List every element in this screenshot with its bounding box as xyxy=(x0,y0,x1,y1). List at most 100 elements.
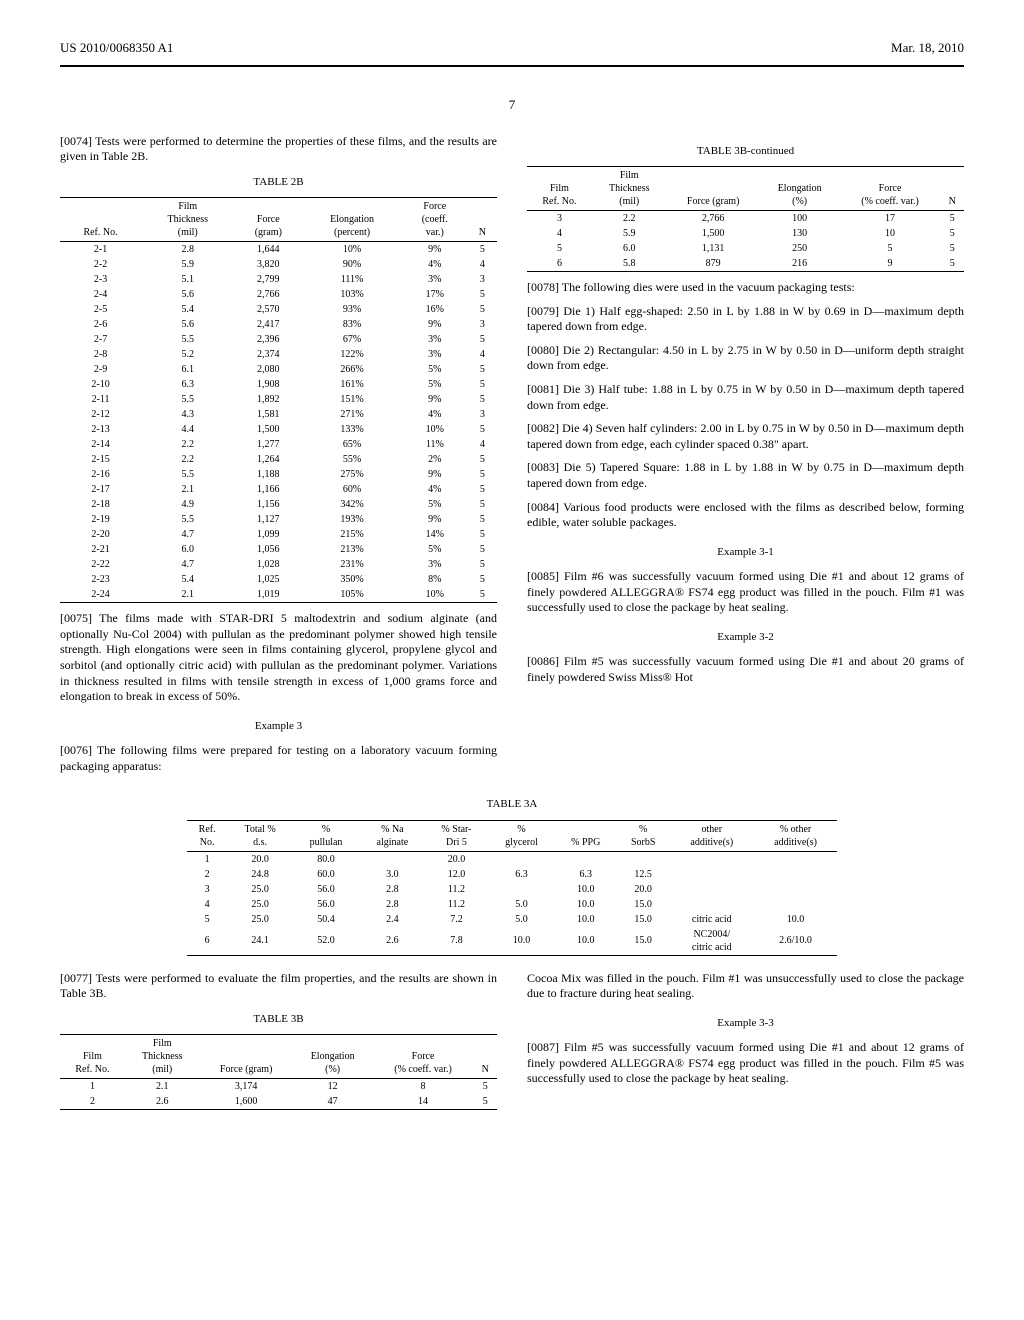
table-cell: 5.6 xyxy=(141,287,234,302)
paragraph-0078: [0078] The following dies were used in t… xyxy=(527,280,964,296)
table-cell: 4.7 xyxy=(141,527,234,542)
table-cell: 111% xyxy=(302,272,402,287)
table-row: 2-35.12,799111%3%3 xyxy=(60,272,497,287)
table-row: 2-106.31,908161%5%5 xyxy=(60,377,497,392)
table-header: %pullulan xyxy=(292,820,359,851)
table-cell: 8% xyxy=(402,572,468,587)
table-cell: 4% xyxy=(402,257,468,272)
table-row: 2-184.91,156342%5%5 xyxy=(60,497,497,512)
table-cell: 2,417 xyxy=(234,317,302,332)
table-cell: 1,131 xyxy=(667,241,760,256)
table-cell: 6.3 xyxy=(555,867,616,882)
paragraph-0074: [0074] Tests were performed to determine… xyxy=(60,134,497,165)
table-cell xyxy=(754,867,838,882)
table-cell: 15.0 xyxy=(616,897,670,912)
example-3-heading: Example 3 xyxy=(60,719,497,733)
table-cell: 10.0 xyxy=(555,927,616,956)
table-cell: 2-4 xyxy=(60,287,141,302)
upper-columns: [0074] Tests were performed to determine… xyxy=(60,134,964,783)
table-cell: 2-10 xyxy=(60,377,141,392)
table-cell: 2,570 xyxy=(234,302,302,317)
table-cell xyxy=(754,897,838,912)
table-cell: 5.0 xyxy=(488,897,555,912)
table-row: 2-55.42,57093%16%5 xyxy=(60,302,497,317)
table-cell: 193% xyxy=(302,512,402,527)
table-cell: 5.1 xyxy=(141,272,234,287)
table-cell: 6 xyxy=(187,927,228,956)
table-cell: 5 xyxy=(187,912,228,927)
table-cell: 1,277 xyxy=(234,437,302,452)
table-cell: 20.0 xyxy=(228,851,293,867)
table-cell: 4.4 xyxy=(141,422,234,437)
paragraph-0077: [0077] Tests were performed to evaluate … xyxy=(60,971,497,1002)
table-cell: 5 xyxy=(468,287,497,302)
table-cell: 5.5 xyxy=(141,332,234,347)
table-row: 2-25.93,82090%4%4 xyxy=(60,257,497,272)
table-header: Elongation(%) xyxy=(760,167,840,211)
table-cell: 56.0 xyxy=(292,882,359,897)
table-cell: 213% xyxy=(302,542,402,557)
table-cell: 1,908 xyxy=(234,377,302,392)
paragraph-0079: [0079] Die 1) Half egg-shaped: 2.50 in L… xyxy=(527,304,964,335)
table-cell: 5.8 xyxy=(592,256,667,272)
table-cell: 5 xyxy=(840,241,941,256)
table-cell: 2 xyxy=(60,1094,125,1110)
page-number: 7 xyxy=(60,97,964,114)
table-cell: 1,156 xyxy=(234,497,302,512)
table-cell: 5 xyxy=(941,256,964,272)
table-cell: 3 xyxy=(468,272,497,287)
publication-date: Mar. 18, 2010 xyxy=(891,40,964,57)
table-cell: 266% xyxy=(302,362,402,377)
table-row: 2-45.62,766103%17%5 xyxy=(60,287,497,302)
table-cell: 3% xyxy=(402,347,468,362)
table-cell xyxy=(670,882,754,897)
page-header: US 2010/0068350 A1 Mar. 18, 2010 xyxy=(60,40,964,57)
table-cell: 2.4 xyxy=(360,912,425,927)
table-row: 120.080.020.0 xyxy=(187,851,838,867)
table-row: 2-165.51,188275%9%5 xyxy=(60,467,497,482)
example-3-2-heading: Example 3-2 xyxy=(527,630,964,644)
table-cell: 10% xyxy=(402,422,468,437)
table-cell: 10.0 xyxy=(488,927,555,956)
table-row: 2-115.51,892151%9%5 xyxy=(60,392,497,407)
table-cell: 14% xyxy=(402,527,468,542)
table-cell: 4 xyxy=(468,347,497,362)
table-cell: 10% xyxy=(402,587,468,603)
table-cell: 1,600 xyxy=(200,1094,293,1110)
table-cell: 151% xyxy=(302,392,402,407)
table-row: 2-242.11,019105%10%5 xyxy=(60,587,497,603)
table-cell: 4.7 xyxy=(141,557,234,572)
table-cell: 1,056 xyxy=(234,542,302,557)
table-cell: 3 xyxy=(468,317,497,332)
table-cell: 2-8 xyxy=(60,347,141,362)
table-row: 325.056.02.811.210.020.0 xyxy=(187,882,838,897)
table-cell: 1 xyxy=(60,1079,125,1095)
table-header: Force (gram) xyxy=(200,1035,293,1079)
table-cell: 7.8 xyxy=(425,927,488,956)
table-cell: 2-18 xyxy=(60,497,141,512)
paragraph-0075: [0075] The films made with STAR-DRI 5 ma… xyxy=(60,611,497,705)
table-cell: 10.0 xyxy=(754,912,838,927)
table-3b: FilmRef. No.FilmThickness(mil)Force (gra… xyxy=(60,1034,497,1110)
table-cell: 1 xyxy=(187,851,228,867)
table-cell: 10.0 xyxy=(555,897,616,912)
table-row: 2-204.71,099215%14%5 xyxy=(60,527,497,542)
table-cell xyxy=(488,882,555,897)
table-cell: 2-11 xyxy=(60,392,141,407)
table-cell: 5 xyxy=(941,211,964,227)
table-cell: 2,396 xyxy=(234,332,302,347)
table-cell: 47 xyxy=(293,1094,373,1110)
table-row: 2-12.81,64410%9%5 xyxy=(60,242,497,258)
table-3a: Ref.No.Total %d.s.%pullulan% Naalginate%… xyxy=(187,820,838,956)
table-cell: 60% xyxy=(302,482,402,497)
table-cell: 3% xyxy=(402,332,468,347)
table-cell: 2-19 xyxy=(60,512,141,527)
table-2b-caption: TABLE 2B xyxy=(60,175,497,189)
table-cell: 12.5 xyxy=(616,867,670,882)
table-row: 12.13,1741285 xyxy=(60,1079,497,1095)
table-cell: 5% xyxy=(402,362,468,377)
table-cell: citric acid xyxy=(670,912,754,927)
table-cell: 271% xyxy=(302,407,402,422)
right-column: TABLE 3B-continued FilmRef. No.FilmThick… xyxy=(527,134,964,783)
table-cell: 3 xyxy=(468,407,497,422)
